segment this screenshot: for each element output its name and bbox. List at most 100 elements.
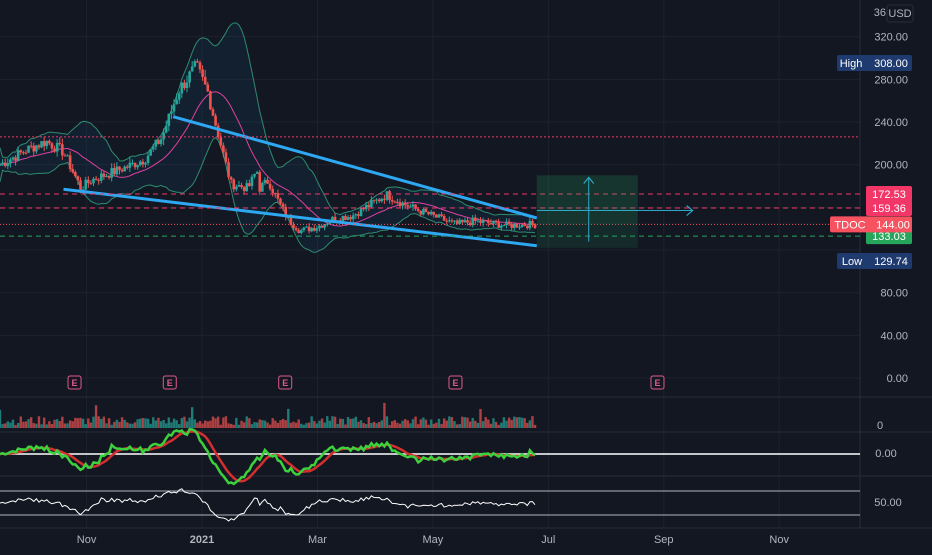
volume-bar bbox=[424, 419, 428, 428]
volume-bar bbox=[427, 424, 430, 428]
volume-bar bbox=[500, 422, 503, 428]
candle-body bbox=[188, 71, 191, 83]
volume-bar bbox=[279, 420, 282, 428]
candle-body bbox=[237, 185, 241, 187]
high-tag-bg bbox=[837, 55, 912, 71]
volume-bar bbox=[3, 423, 7, 428]
level-tag: 172.53 bbox=[872, 189, 906, 201]
stop-zone[interactable] bbox=[536, 224, 638, 248]
candle-body bbox=[123, 166, 126, 172]
volume-bar bbox=[146, 418, 150, 428]
volume-bar bbox=[528, 420, 532, 428]
candle-body bbox=[349, 217, 352, 220]
currency-badge[interactable] bbox=[886, 4, 914, 23]
candle-body bbox=[19, 150, 23, 153]
candle-body bbox=[499, 225, 503, 228]
volume-bar bbox=[172, 418, 176, 428]
earnings-marker[interactable] bbox=[162, 375, 177, 390]
candle-body bbox=[422, 209, 425, 215]
candle-body bbox=[245, 183, 249, 192]
volume-bar bbox=[385, 416, 389, 428]
volume-bar bbox=[372, 421, 376, 428]
price-tick-label: 200.00 bbox=[874, 160, 908, 172]
volume-bar bbox=[188, 417, 191, 428]
candle-body bbox=[14, 157, 17, 161]
candle-body bbox=[201, 69, 204, 77]
volume-bar bbox=[94, 405, 98, 428]
currency-label: USD bbox=[888, 8, 911, 20]
volume-bar bbox=[89, 422, 93, 428]
candle-body bbox=[403, 202, 407, 206]
candle-body bbox=[518, 227, 521, 229]
candle-body bbox=[180, 82, 184, 94]
volume-bar bbox=[326, 416, 329, 428]
candle-body bbox=[29, 145, 33, 147]
volume-bar bbox=[510, 419, 513, 428]
candle-body bbox=[107, 175, 111, 178]
volume-bar bbox=[29, 417, 33, 428]
candle-body bbox=[229, 177, 233, 180]
candle-body bbox=[128, 162, 132, 168]
candle-body bbox=[411, 204, 415, 207]
candle-body bbox=[364, 205, 368, 210]
volume-bar bbox=[507, 417, 511, 428]
volume-bar bbox=[411, 419, 415, 428]
candle-body bbox=[289, 216, 293, 225]
long-position-tool[interactable] bbox=[536, 175, 694, 248]
last-price-tag-bg bbox=[830, 216, 912, 233]
candle-body bbox=[505, 221, 508, 226]
volume-bar bbox=[133, 422, 137, 428]
target-zone[interactable] bbox=[536, 175, 638, 225]
volume-bar bbox=[203, 420, 207, 428]
earnings-marker[interactable] bbox=[448, 375, 463, 390]
candle-body bbox=[222, 145, 225, 153]
candle-body bbox=[502, 225, 506, 227]
volume-bar bbox=[390, 421, 394, 428]
volume-bar bbox=[63, 423, 67, 428]
upper-trendline[interactable] bbox=[172, 115, 538, 220]
price-tick-label: 240.00 bbox=[874, 117, 908, 129]
volume-bar bbox=[128, 423, 132, 428]
volume-bar bbox=[458, 424, 461, 428]
level-tag-bg bbox=[866, 185, 912, 202]
candle-body bbox=[32, 145, 36, 152]
volume-bar bbox=[383, 402, 386, 428]
earnings-marker-label: E bbox=[282, 378, 288, 388]
volume-bar bbox=[422, 417, 425, 428]
candle-body bbox=[3, 162, 7, 166]
volume-bar bbox=[489, 423, 493, 428]
candle-body bbox=[6, 163, 10, 166]
rsi-line bbox=[0, 488, 536, 522]
candle-body bbox=[398, 202, 402, 207]
volume-bar bbox=[505, 420, 508, 428]
time-axis[interactable]: Nov 2021 Mar May Jul Sep Nov bbox=[77, 534, 790, 546]
volume-bar bbox=[401, 420, 404, 428]
volume-bar bbox=[255, 422, 259, 428]
volume-bar bbox=[440, 423, 443, 428]
volume-bar bbox=[35, 423, 38, 428]
candle-body bbox=[292, 224, 295, 229]
horizontal-levels[interactable] bbox=[0, 136, 860, 237]
level-tag-bg bbox=[866, 200, 912, 217]
volume-bar bbox=[349, 418, 352, 428]
volume-bar bbox=[61, 416, 64, 428]
earnings-marker[interactable] bbox=[67, 375, 82, 390]
candle-body bbox=[362, 208, 365, 210]
earnings-marker[interactable] bbox=[278, 375, 293, 390]
candle-body bbox=[375, 199, 378, 201]
candle-body bbox=[372, 200, 376, 202]
volume-bar bbox=[170, 422, 173, 428]
candle-body bbox=[328, 222, 332, 224]
volume-bar bbox=[305, 423, 308, 428]
volume-bar bbox=[68, 420, 72, 428]
price-axis[interactable]: 320.00 280.00 240.00 200.00 80.00 40.00 0.00 36… bbox=[874, 4, 914, 509]
lower-trendline[interactable] bbox=[63, 187, 537, 248]
volume-bar bbox=[118, 421, 121, 428]
earnings-marker[interactable] bbox=[650, 375, 665, 390]
wedge-trendlines[interactable] bbox=[63, 115, 538, 248]
volume-bar bbox=[115, 419, 119, 428]
price-tick-label: 40.00 bbox=[880, 330, 908, 342]
volume-bar bbox=[110, 424, 113, 428]
